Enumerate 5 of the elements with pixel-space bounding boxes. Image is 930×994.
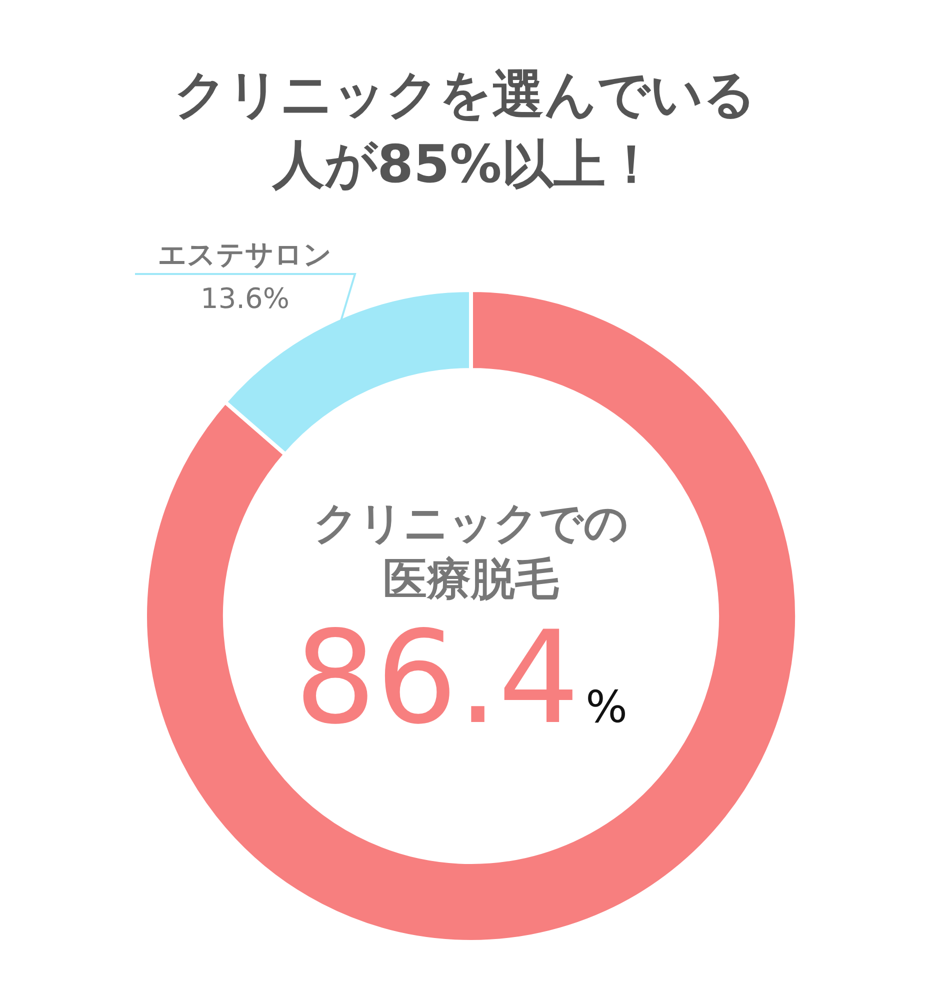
slice-label: クリニックでの医療脱毛 bbox=[314, 498, 628, 605]
data-label: 13.6% bbox=[200, 282, 290, 315]
data-label: 86.4% bbox=[294, 604, 628, 753]
chart-title: クリニックを選んでいる人が85%以上！ bbox=[174, 65, 756, 195]
slice-label: エステサロン bbox=[158, 238, 332, 271]
